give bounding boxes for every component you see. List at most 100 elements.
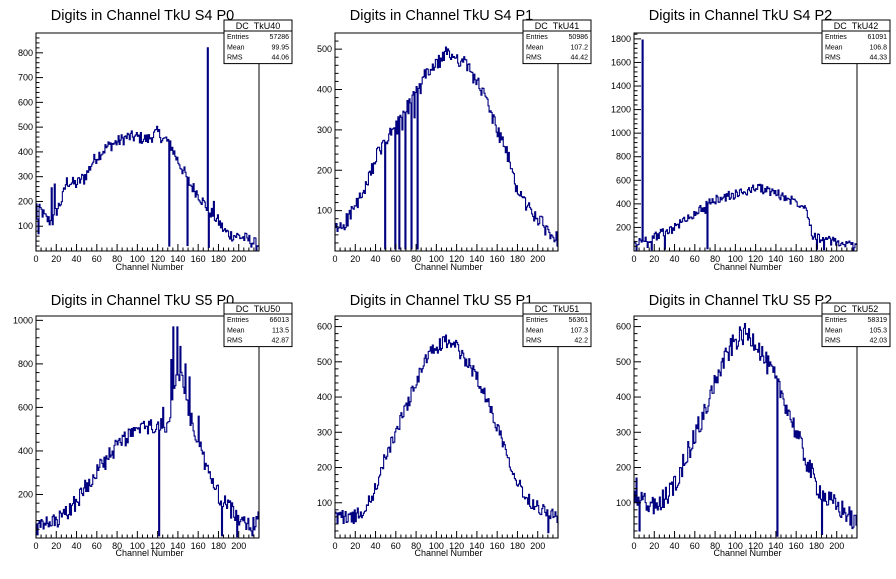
histogram-series-line bbox=[334, 334, 559, 538]
stats-box-name: DC_TkU52 bbox=[834, 304, 879, 314]
x-tick-label: 0 bbox=[631, 254, 636, 264]
y-tick-label: 500 bbox=[317, 357, 332, 367]
stats-box-frame bbox=[821, 19, 891, 65]
stats-value: 57286 bbox=[270, 34, 290, 41]
x-tick-label: 120 bbox=[150, 254, 165, 264]
stats-box-frame bbox=[821, 302, 891, 348]
chart-title: Digits in Channel TkU S4 P1 bbox=[350, 8, 534, 24]
x-tick-label: 200 bbox=[829, 254, 844, 264]
x-tick-label: 140 bbox=[768, 541, 783, 551]
x-tick-label: 0 bbox=[631, 541, 636, 551]
stats-value: 113.5 bbox=[272, 327, 289, 334]
stats-value: 106.8 bbox=[869, 44, 887, 51]
stats-key: Entries bbox=[825, 34, 847, 41]
stats-key: RMS bbox=[227, 55, 243, 62]
x-tick-label: 40 bbox=[371, 254, 381, 264]
plot-frame bbox=[334, 32, 559, 252]
stats-key: Entries bbox=[227, 317, 249, 324]
stats-key: Mean bbox=[227, 327, 245, 334]
y-tick-label: 100 bbox=[18, 221, 33, 231]
x-tick-label: 60 bbox=[690, 254, 700, 264]
stats-box: DC_TkU51 Entries 56361 Mean 107.3 RMS 42.2 bbox=[522, 302, 592, 348]
x-tick-label: 40 bbox=[72, 541, 82, 551]
x-tick-label: 180 bbox=[809, 254, 824, 264]
stats-value: 44.42 bbox=[570, 55, 588, 62]
stats-value: 58319 bbox=[868, 317, 888, 324]
x-tick-label: 40 bbox=[670, 541, 680, 551]
y-tick-label: 300 bbox=[317, 427, 332, 437]
histogram-panel: Digits in Channel TkU S4 P0 0 20 40 60 80 100 1… bbox=[18, 8, 293, 272]
x-tick-label: 200 bbox=[829, 541, 844, 551]
y-tick-label: 700 bbox=[18, 73, 33, 83]
stats-box: DC_TkU41 Entries 50986 Mean 107.2 RMS 44.42 bbox=[522, 19, 592, 65]
plot-frame bbox=[633, 32, 858, 252]
chart-title: Digits in Channel TkU S4 P2 bbox=[649, 8, 833, 24]
y-tick-label: 400 bbox=[317, 392, 332, 402]
y-tick-label: 600 bbox=[616, 175, 631, 185]
plot-frame bbox=[633, 315, 858, 539]
x-tick-label: 0 bbox=[332, 541, 337, 551]
y-tick-label: 600 bbox=[18, 97, 33, 107]
x-tick-label: 120 bbox=[150, 541, 165, 551]
chart-title: Digits in Channel TkU S5 P1 bbox=[350, 293, 534, 309]
x-axis-label: Channel Number bbox=[115, 262, 183, 272]
stats-box-name: DC_TkU51 bbox=[535, 304, 580, 314]
x-tick-label: 120 bbox=[449, 541, 464, 551]
histogram-series-line bbox=[633, 39, 858, 252]
y-tick-label: 200 bbox=[317, 463, 332, 473]
y-tick-label: 200 bbox=[616, 463, 631, 473]
x-tick-label: 80 bbox=[411, 254, 421, 264]
x-tick-label: 140 bbox=[469, 541, 484, 551]
y-tick-label: 500 bbox=[616, 357, 631, 367]
x-tick-label: 60 bbox=[92, 254, 102, 264]
x-axis-label: Channel Number bbox=[414, 262, 482, 272]
x-tick-label: 20 bbox=[350, 254, 360, 264]
x-tick-label: 60 bbox=[92, 541, 102, 551]
x-tick-label: 180 bbox=[809, 541, 824, 551]
y-tick-label: 300 bbox=[18, 172, 33, 182]
histogram-series-line bbox=[35, 326, 260, 538]
stats-box: DC_TkU50 Entries 66013 Mean 113.5 RMS 42.87 bbox=[223, 302, 293, 348]
x-tick-label: 180 bbox=[510, 541, 525, 551]
y-tick-label: 400 bbox=[616, 199, 631, 209]
histogram-series-line bbox=[35, 47, 260, 251]
stats-key: Entries bbox=[526, 34, 548, 41]
x-tick-label: 200 bbox=[530, 541, 545, 551]
x-tick-label: 160 bbox=[490, 541, 505, 551]
x-tick-label: 160 bbox=[789, 254, 804, 264]
y-tick-label: 500 bbox=[317, 44, 332, 54]
x-tick-label: 180 bbox=[211, 254, 226, 264]
stats-box: DC_TkU40 Entries 57286 Mean 99.95 RMS 44.06 bbox=[223, 19, 293, 65]
x-tick-label: 0 bbox=[33, 254, 38, 264]
stats-box-frame bbox=[223, 19, 293, 65]
histogram-panel: Digits in Channel TkU S4 P1 0 20 40 60 80 100 1… bbox=[317, 8, 592, 272]
x-tick-label: 100 bbox=[130, 254, 145, 264]
y-tick-label: 1800 bbox=[611, 34, 631, 44]
stats-value: 107.2 bbox=[570, 44, 588, 51]
x-tick-label: 20 bbox=[51, 541, 61, 551]
x-tick-label: 40 bbox=[72, 254, 82, 264]
x-tick-label: 120 bbox=[748, 541, 763, 551]
y-tick-label: 300 bbox=[317, 125, 332, 135]
y-tick-label: 1200 bbox=[611, 105, 631, 115]
x-tick-label: 100 bbox=[429, 254, 444, 264]
histogram-panel: Digits in Channel TkU S5 P0 0 20 40 60 80 100 1… bbox=[13, 293, 293, 558]
y-tick-label: 400 bbox=[18, 446, 33, 456]
stats-key: Mean bbox=[526, 44, 544, 51]
x-tick-label: 20 bbox=[51, 254, 61, 264]
x-tick-label: 80 bbox=[411, 541, 421, 551]
x-tick-label: 120 bbox=[449, 254, 464, 264]
stats-value: 50986 bbox=[569, 34, 589, 41]
stats-key: Mean bbox=[227, 44, 245, 51]
x-tick-label: 100 bbox=[130, 541, 145, 551]
y-tick-label: 100 bbox=[317, 498, 332, 508]
stats-value: 99.95 bbox=[271, 44, 289, 51]
y-tick-label: 400 bbox=[616, 392, 631, 402]
stats-value: 42.2 bbox=[574, 338, 588, 345]
y-tick-label: 600 bbox=[317, 322, 332, 332]
y-tick-label: 800 bbox=[18, 359, 33, 369]
stats-box-name: DC_TkU41 bbox=[535, 21, 580, 31]
x-tick-label: 80 bbox=[112, 541, 122, 551]
x-tick-label: 180 bbox=[211, 541, 226, 551]
